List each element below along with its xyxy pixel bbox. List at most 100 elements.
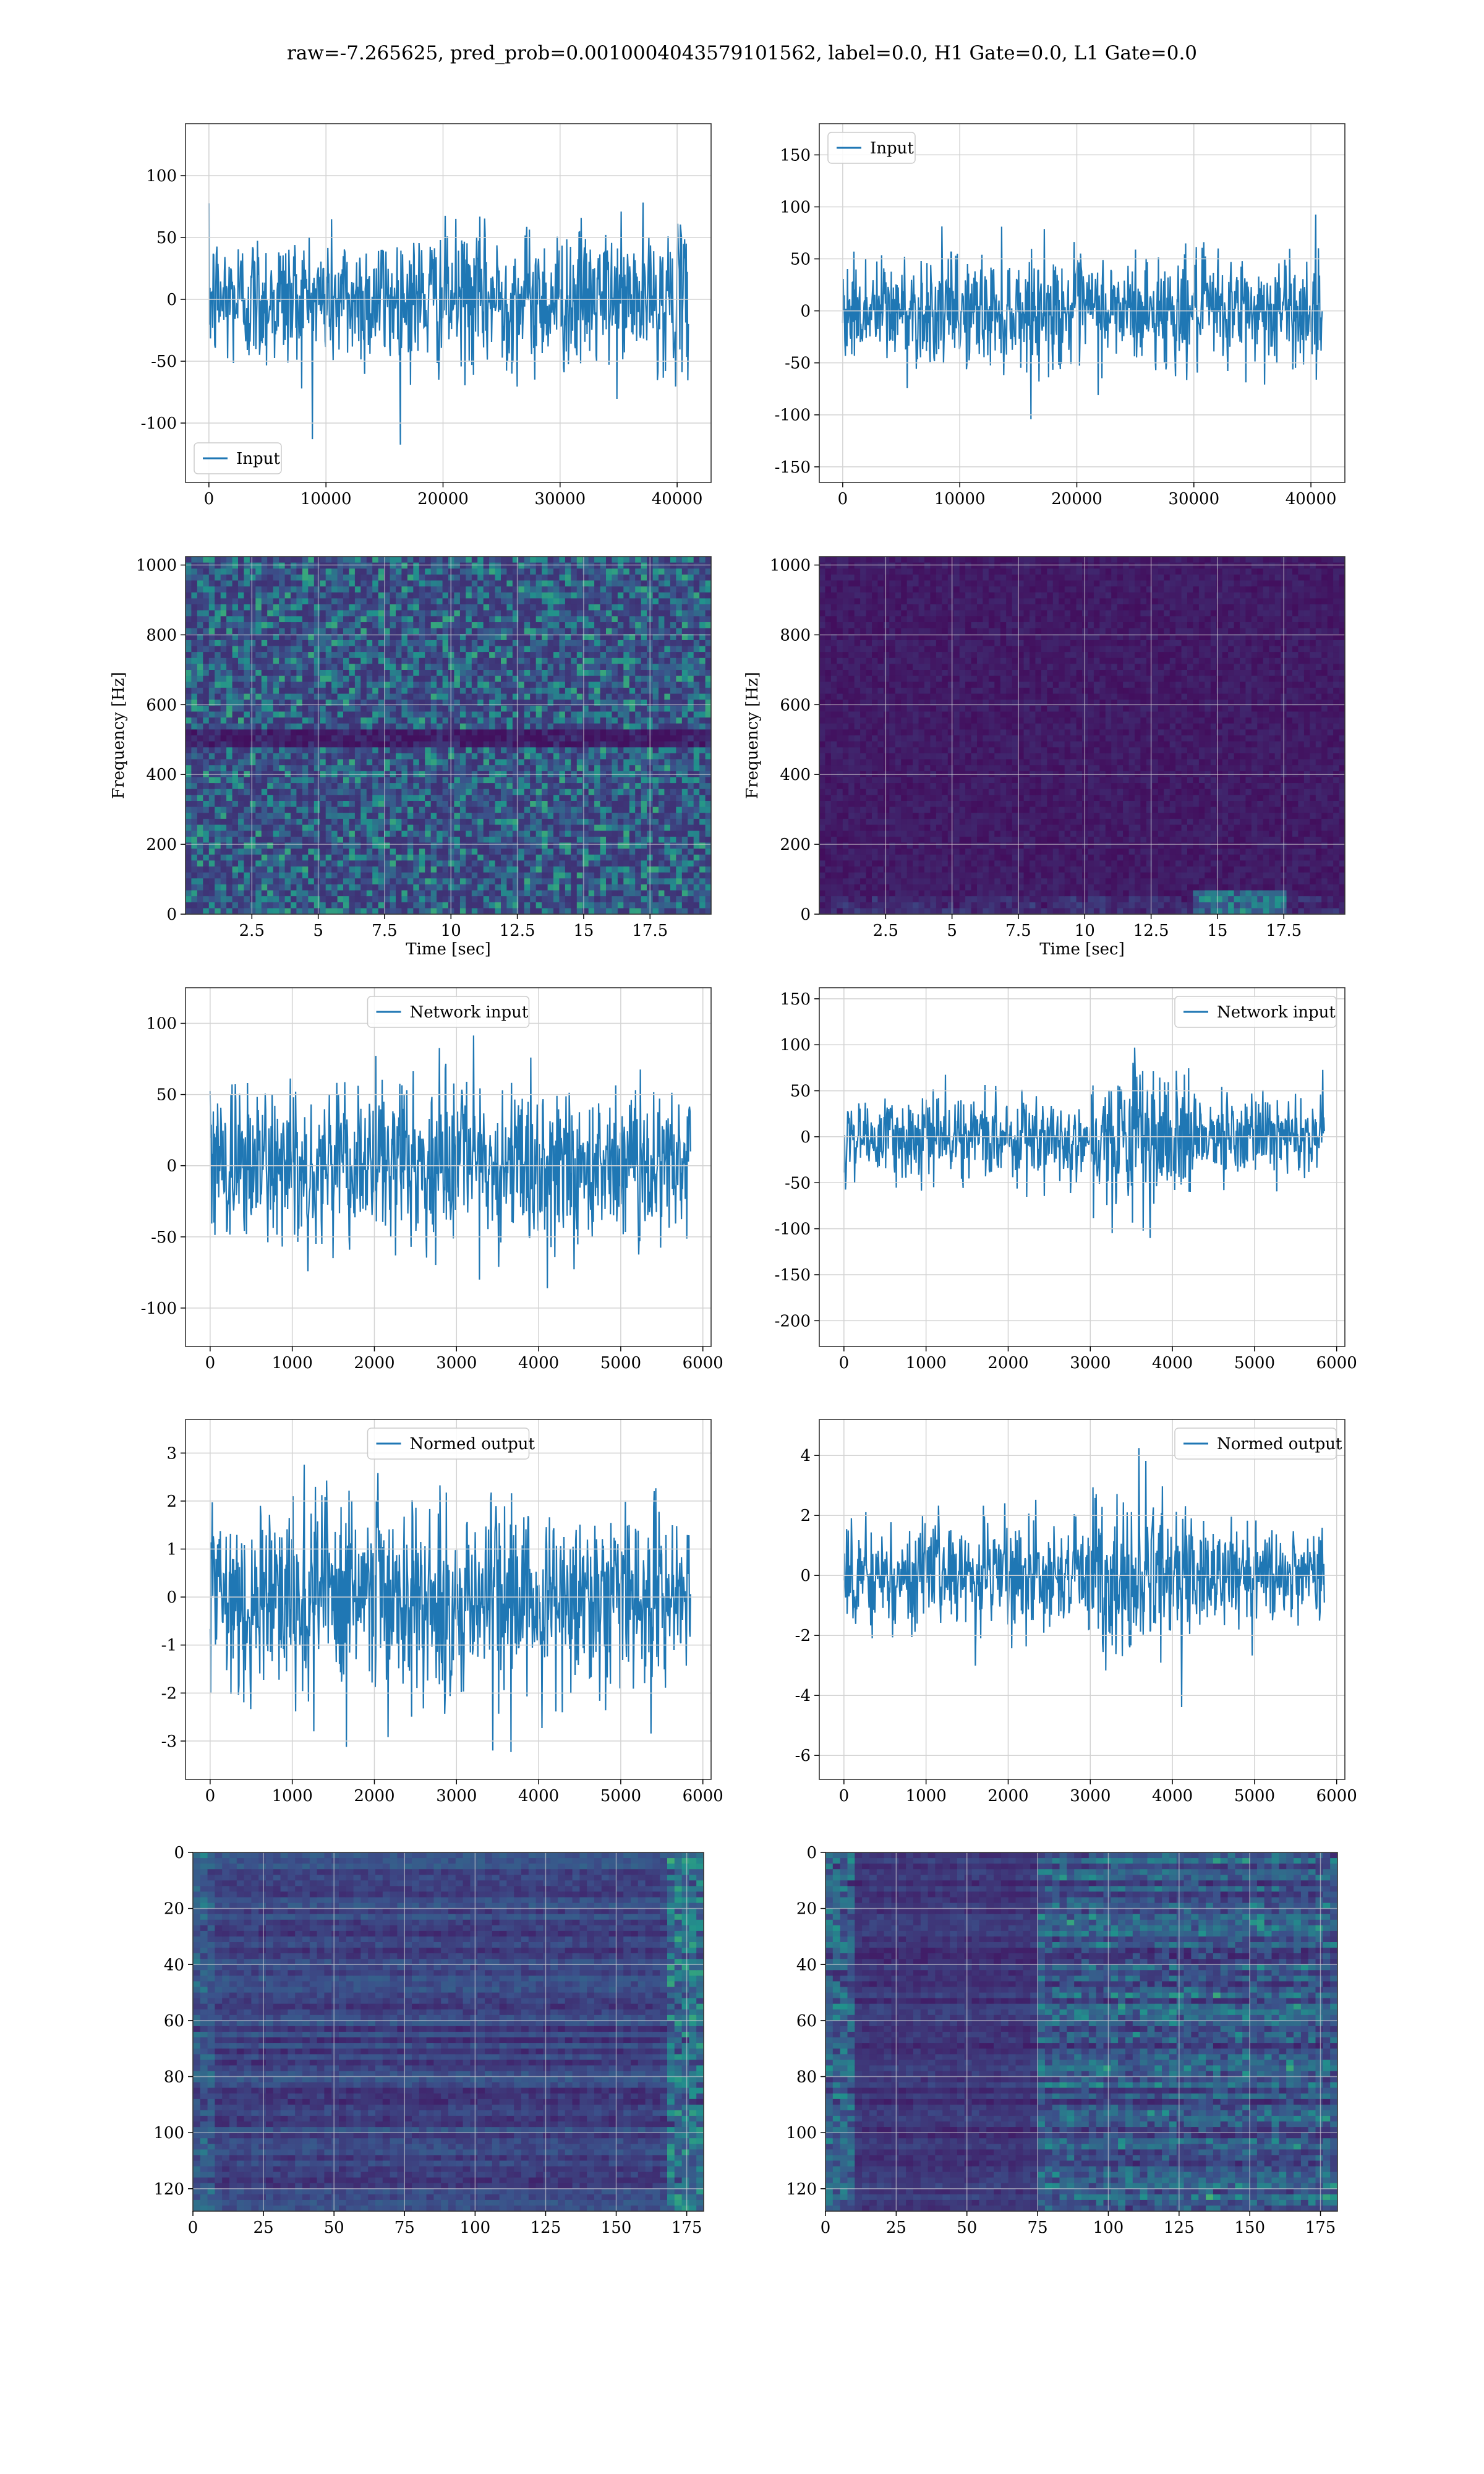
heatmap-cell [354, 824, 361, 831]
heatmap-cell [267, 783, 274, 790]
heatmap-cell [244, 872, 250, 879]
heatmap-cell [553, 700, 560, 706]
heatmap-cell [430, 705, 437, 712]
heatmap-cell [530, 592, 537, 599]
heatmap-cell [506, 753, 513, 760]
heatmap-cell [396, 747, 402, 754]
heatmap-cell [203, 634, 210, 641]
heatmap-cell [617, 652, 624, 659]
heatmap-cell [343, 795, 349, 802]
heatmap-cell [390, 675, 396, 682]
heatmap-cell [261, 622, 268, 629]
heatmap-cell [390, 700, 396, 706]
figure-title: raw=-7.265625, pred_prob=0.0010004043579… [0, 42, 1484, 64]
heatmap-cell [372, 795, 379, 802]
heatmap-cell [659, 562, 665, 569]
heatmap-cell [582, 741, 589, 748]
heatmap-cell [249, 705, 256, 712]
heatmap-cell [600, 753, 607, 760]
heatmap-cell [366, 723, 373, 730]
heatmap-cell [413, 896, 420, 903]
heatmap-cell [366, 866, 373, 873]
heatmap-cell [588, 604, 595, 611]
heatmap-cell [215, 878, 221, 885]
heatmap-cell [390, 682, 396, 688]
heatmap-cell [524, 729, 531, 736]
heatmap-cell [612, 705, 618, 712]
heatmap-cell [641, 675, 647, 682]
heatmap-cell [553, 908, 560, 914]
heatmap-cell [296, 765, 303, 772]
heatmap-cell [308, 753, 315, 760]
heatmap-cell [652, 747, 659, 754]
heatmap-cell [390, 687, 396, 695]
heatmap-cell [430, 700, 437, 706]
heatmap-cell [606, 729, 612, 736]
heatmap-cell [588, 842, 595, 849]
heatmap-cell [576, 717, 583, 724]
heatmap-cell [425, 795, 432, 802]
heatmap-cell [208, 789, 215, 795]
heatmap-cell [617, 646, 624, 653]
heatmap-cell [600, 568, 607, 575]
heatmap-cell [600, 896, 607, 903]
heatmap-cell [378, 849, 385, 855]
heatmap-cell [629, 616, 636, 623]
heatmap-cell [372, 801, 379, 808]
heatmap-cell [553, 890, 560, 897]
heatmap-cell [354, 592, 361, 599]
heatmap-cell [267, 741, 274, 748]
heatmap-cell [390, 908, 396, 914]
heatmap-cell [284, 664, 291, 670]
heatmap-cell [600, 789, 607, 795]
heatmap-cell [576, 675, 583, 682]
heatmap-cell [442, 562, 449, 569]
heatmap-cell [255, 872, 262, 879]
heatmap-cell [530, 604, 537, 611]
heatmap-cell [360, 902, 367, 909]
heatmap-cell [360, 854, 367, 861]
heatmap-cell [296, 711, 303, 718]
heatmap-cell [430, 813, 437, 820]
heatmap-cell [291, 586, 297, 593]
heatmap-cell [390, 896, 396, 903]
heatmap-cell [629, 831, 636, 837]
heatmap-cell [565, 729, 571, 736]
heatmap-cell [238, 610, 244, 617]
heatmap-cell [419, 687, 425, 695]
heatmap-cell [331, 765, 338, 772]
heatmap-cell [506, 634, 513, 641]
heatmap-cell [466, 831, 472, 837]
heatmap-cell [331, 896, 338, 903]
heatmap-cell [641, 860, 647, 867]
heatmap-cell [617, 872, 624, 879]
heatmap-cell [571, 568, 578, 575]
heatmap-cell [325, 849, 332, 855]
heatmap-cell [320, 777, 326, 784]
heatmap-cell [273, 741, 279, 748]
heatmap-cell [623, 842, 630, 849]
heatmap-cell [547, 657, 554, 664]
heatmap-cell [401, 693, 408, 700]
heatmap-cell [191, 801, 198, 808]
heatmap-cell [542, 866, 548, 873]
heatmap-cell [249, 592, 256, 599]
heatmap-cell [530, 824, 537, 831]
heatmap-cell [571, 849, 578, 855]
heatmap-cell [459, 759, 466, 766]
heatmap-cell [477, 628, 484, 635]
heatmap-cell [454, 831, 461, 837]
heatmap-cell [659, 604, 665, 611]
heatmap-cell [238, 866, 244, 873]
heatmap-cell [501, 807, 507, 813]
heatmap-cell [454, 586, 461, 593]
heatmap-cell [296, 592, 303, 599]
heatmap-cell [576, 735, 583, 742]
heatmap-cell [518, 580, 525, 587]
heatmap-cell [238, 700, 244, 706]
heatmap-cell [220, 634, 227, 641]
heatmap-cell [576, 580, 583, 587]
heatmap-cell [553, 562, 560, 569]
heatmap-cell [571, 628, 578, 635]
heatmap-cell [215, 580, 221, 587]
